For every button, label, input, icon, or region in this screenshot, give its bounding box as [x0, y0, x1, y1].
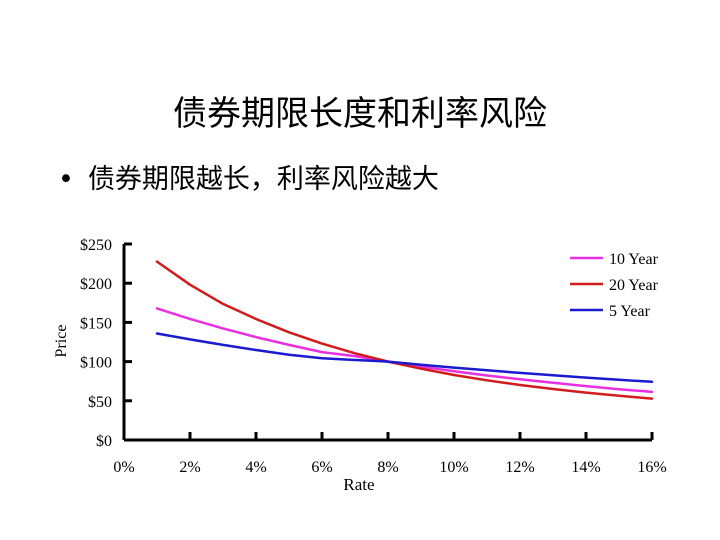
bullet-dot: •: [58, 164, 74, 195]
x-axis-title: Rate: [343, 475, 374, 494]
y-tick-label: $200: [80, 276, 112, 293]
x-tick-label: 2%: [179, 459, 200, 476]
series-line-10-year: [155, 307, 654, 394]
y-tick-label: $50: [88, 394, 112, 411]
y-tick-label: $150: [80, 315, 112, 332]
x-tick-label: 6%: [311, 459, 332, 476]
x-tick-label: 8%: [377, 459, 398, 476]
slide-title: 债券期限长度和利率风险: [173, 94, 547, 134]
y-tick-label: $100: [80, 355, 112, 372]
series-layer: [155, 260, 654, 400]
series-line-5-year: [155, 332, 654, 384]
bullet-text: 债券期限越长，利率风险越大: [87, 164, 439, 195]
legend: 10 Year 20 Year 5 Year: [570, 251, 659, 320]
axes: $0 $50 $100 $150 $200 $250 0% 2% 4% 6% 8% 10% 12% 14%…: [80, 237, 667, 476]
y-axis-title: Price: [53, 325, 70, 358]
y-tick-label: $0: [96, 433, 112, 450]
series-line-20-year: [155, 260, 654, 400]
x-tick-label: 0%: [113, 459, 134, 476]
x-tick-label: 14%: [571, 459, 600, 476]
legend-label-10-year: 10 Year: [609, 251, 659, 268]
y-tick-label: $250: [80, 237, 112, 254]
x-tick-label: 16%: [637, 459, 666, 476]
x-tick-label: 4%: [245, 459, 266, 476]
x-tick-label: 12%: [505, 459, 534, 476]
bullet-item: • 债券期限越长，利率风险越大: [58, 162, 439, 198]
legend-label-20-year: 20 Year: [609, 277, 659, 294]
x-tick-label: 10%: [439, 459, 468, 476]
legend-label-5-year: 5 Year: [609, 303, 651, 320]
